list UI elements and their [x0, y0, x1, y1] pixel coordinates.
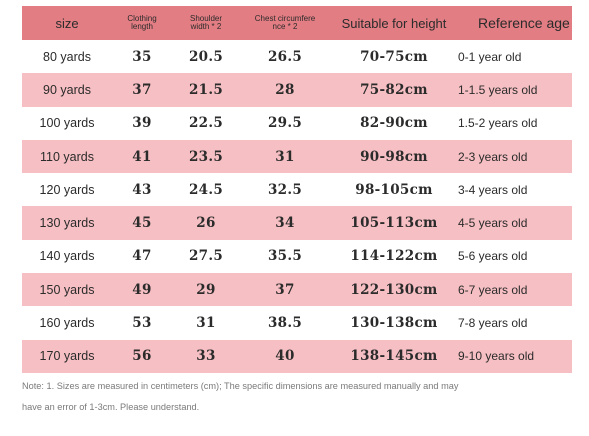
header-shoulder-line2: width * 2	[190, 22, 222, 31]
table-row: 90 yards 37 21.5 28 75-82cm 1-1.5 years old	[22, 73, 572, 107]
cell-clothing-length: 45	[132, 215, 152, 232]
table-row: 150 yards 49 29 37 122-130cm 6-7 years old	[22, 273, 572, 307]
cell-reference-age: 4-5 years old	[458, 216, 528, 231]
cell-size: 90 yards	[43, 82, 91, 97]
cell-reference-age: 0-1 year old	[458, 49, 522, 64]
cell-suitable-height: 122-130cm	[350, 281, 438, 298]
cell-reference-age: 5-6 years old	[458, 249, 528, 264]
cell-chest-circumference: 37	[275, 281, 295, 298]
cell-clothing-length: 49	[132, 281, 152, 298]
cell-shoulder-width: 33	[196, 348, 216, 365]
cell-size: 140 yards	[39, 249, 95, 264]
cell-chest-circumference: 35.5	[267, 248, 303, 265]
footnote-line-2: have an error of 1-3cm. Please understan…	[22, 402, 200, 412]
table-row: 100 yards 39 22.5 29.5 82-90cm 1.5-2 years ol…	[22, 107, 572, 140]
table-row: 140 yards 47 27.5 35.5 114-122cm 5-6 years ol…	[22, 240, 572, 273]
cell-shoulder-width: 21.5	[188, 81, 224, 98]
header-reference-age: Reference age	[478, 15, 570, 31]
cell-shoulder-width: 24.5	[188, 181, 224, 198]
cell-chest-circumference: 40	[275, 348, 295, 365]
cell-chest-circumference: 29.5	[267, 115, 303, 132]
cell-suitable-height: 98-105cm	[355, 181, 433, 198]
cell-clothing-length: 41	[132, 148, 152, 165]
header-suitable-height: Suitable for height	[341, 15, 447, 31]
cell-chest-circumference: 32.5	[267, 181, 303, 198]
cell-shoulder-width: 23.5	[188, 148, 224, 165]
header-clothing-length-line2: length	[131, 22, 153, 31]
cell-suitable-height: 130-138cm	[350, 315, 438, 332]
cell-suitable-height: 138-145cm	[350, 348, 438, 365]
header-shoulder-line1: Shoulder	[189, 14, 223, 23]
size-chart-table: size Clothing length Shoulder width * 2 …	[22, 6, 572, 373]
cell-reference-age: 6-7 years old	[458, 282, 528, 297]
cell-shoulder-width: 22.5	[188, 115, 224, 132]
cell-clothing-length: 47	[132, 248, 152, 265]
cell-reference-age: 2-3 years old	[458, 149, 528, 164]
table-body: 80 yards 35 20.5 26.5 70-75cm 0-1 year old 90 …	[22, 40, 572, 373]
table-header-row: size Clothing length Shoulder width * 2 …	[22, 6, 572, 40]
table-row: 110 yards 41 23.5 31 90-98cm 2-3 years old	[22, 139, 572, 174]
cell-shoulder-width: 31	[196, 315, 216, 332]
cell-chest-circumference: 31	[275, 148, 295, 165]
cell-reference-age: 3-4 years old	[458, 182, 528, 197]
cell-size: 120 yards	[39, 182, 95, 197]
cell-size: 170 yards	[39, 349, 95, 364]
table-row: 80 yards 35 20.5 26.5 70-75cm 0-1 year old	[22, 40, 572, 73]
cell-suitable-height: 70-75cm	[360, 48, 428, 65]
header-shoulder-width: Shoulder width * 2	[172, 6, 240, 40]
cell-suitable-height: 114-122cm	[350, 248, 438, 265]
header-chest-line1: Chest circumfere	[254, 14, 316, 23]
cell-clothing-length: 39	[132, 115, 152, 132]
cell-reference-age: 9-10 years old	[458, 349, 535, 364]
footnote: Note: 1. Sizes are measured in centimete…	[22, 376, 567, 418]
cell-clothing-length: 56	[132, 348, 152, 365]
cell-reference-age: 1.5-2 years old	[458, 116, 538, 131]
cell-suitable-height: 105-113cm	[350, 215, 438, 232]
cell-size: 110 yards	[40, 149, 94, 164]
cell-chest-circumference: 34	[275, 215, 295, 232]
header-clothing-length-line1: Clothing	[127, 14, 157, 23]
cell-clothing-length: 53	[132, 315, 152, 332]
cell-chest-circumference: 26.5	[267, 48, 303, 65]
header-size: size	[55, 15, 79, 31]
cell-shoulder-width: 20.5	[188, 48, 224, 65]
table-row: 120 yards 43 24.5 32.5 98-105cm 3-4 years old	[22, 173, 572, 206]
header-clothing-length: Clothing length	[112, 6, 172, 40]
footnote-line-1: Note: 1. Sizes are measured in centimete…	[22, 381, 459, 391]
cell-suitable-height: 82-90cm	[360, 115, 428, 132]
cell-size: 100 yards	[39, 116, 95, 131]
cell-clothing-length: 35	[132, 48, 152, 65]
cell-clothing-length: 37	[132, 81, 152, 98]
header-chest-line2: nce * 2	[272, 22, 298, 31]
cell-shoulder-width: 29	[196, 281, 216, 298]
cell-size: 80 yards	[43, 49, 91, 64]
cell-suitable-height: 75-82cm	[360, 81, 428, 98]
cell-size: 130 yards	[39, 216, 95, 231]
cell-reference-age: 1-1.5 years old	[458, 82, 538, 97]
cell-size: 150 yards	[39, 282, 95, 297]
header-chest-circumference: Chest circumfere nce * 2	[240, 6, 330, 40]
table-row: 170 yards 56 33 40 138-145cm 9-10 years old	[22, 339, 572, 373]
table-row: 160 yards 53 31 38.5 130-138cm 7-8 years old	[22, 306, 572, 339]
cell-chest-circumference: 38.5	[267, 315, 303, 332]
cell-suitable-height: 90-98cm	[360, 148, 428, 165]
cell-clothing-length: 43	[132, 181, 152, 198]
cell-size: 160 yards	[39, 316, 95, 331]
table-row: 130 yards 45 26 34 105-113cm 4-5 years old	[22, 206, 572, 240]
cell-chest-circumference: 28	[275, 81, 295, 98]
cell-shoulder-width: 26	[196, 215, 216, 232]
cell-shoulder-width: 27.5	[188, 248, 224, 265]
cell-reference-age: 7-8 years old	[458, 316, 528, 331]
